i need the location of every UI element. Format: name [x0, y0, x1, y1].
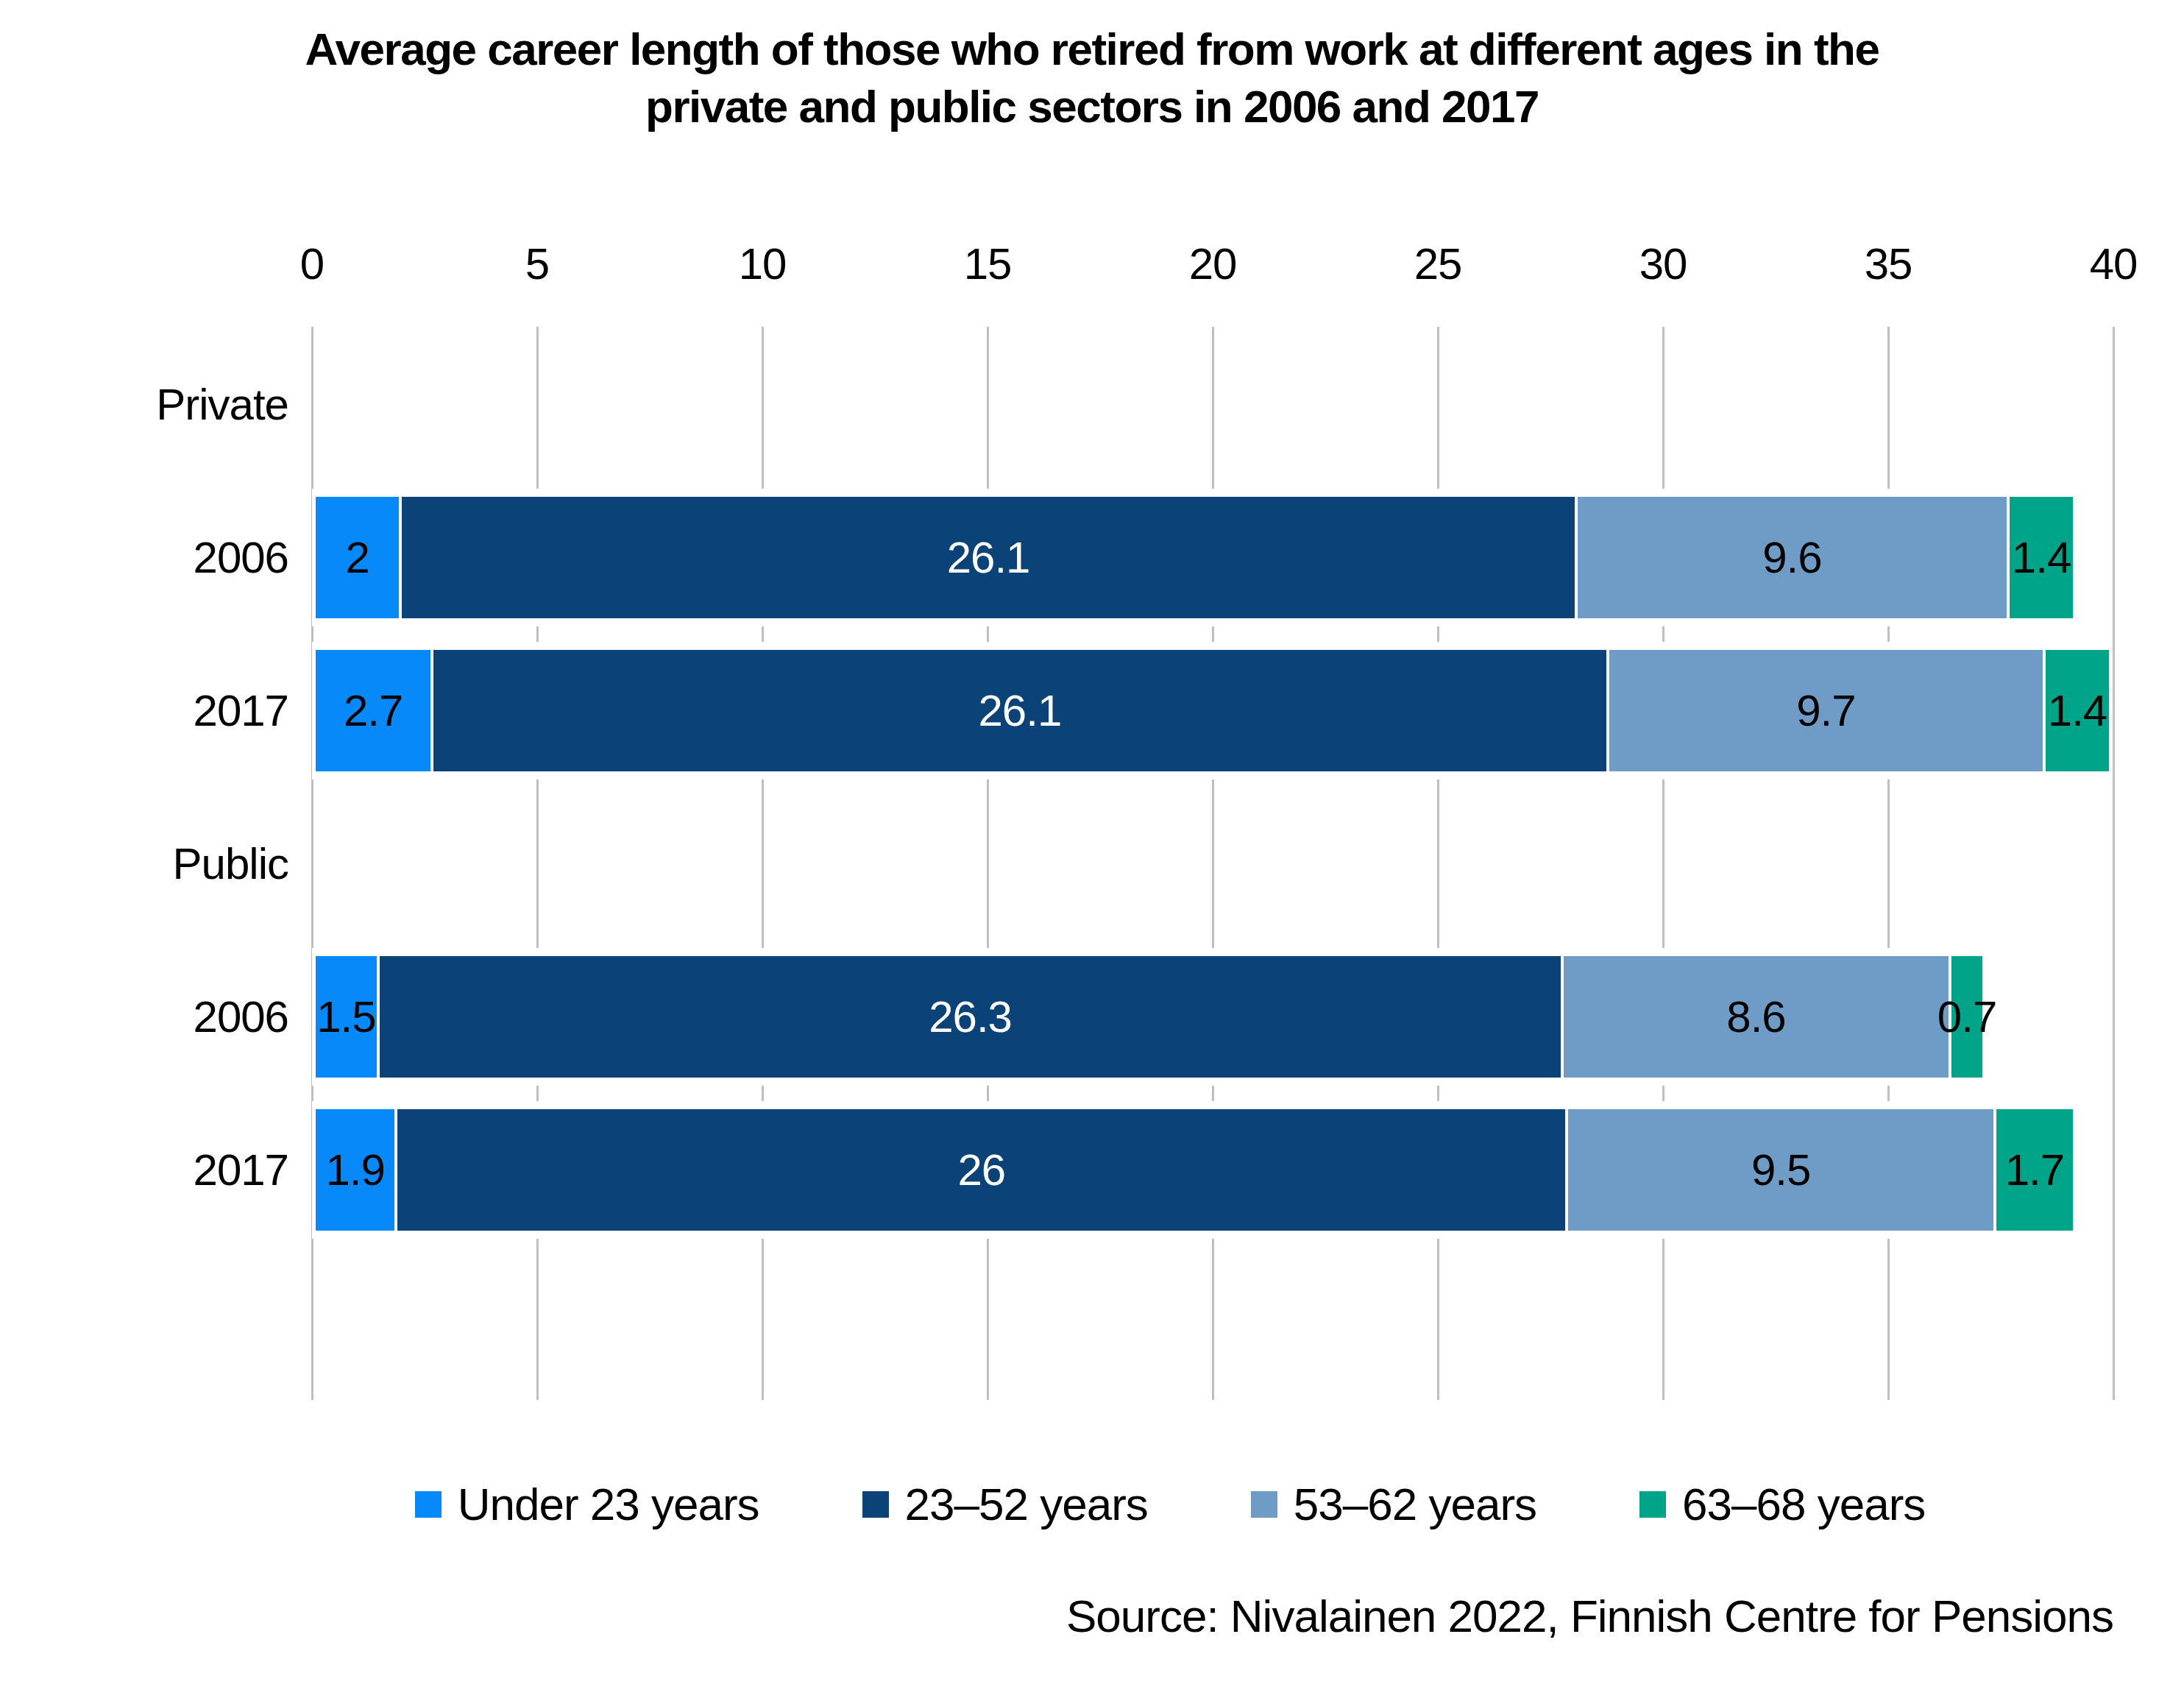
bar-segment-under-23-years: 2.7 [312, 650, 433, 771]
segment-value-label: 9.5 [1751, 1148, 1810, 1192]
chart-title: Average career length of those who retir… [0, 21, 2184, 135]
x-tick-label-0: 0 [253, 234, 371, 293]
x-tick-label-10: 10 [703, 234, 821, 293]
chart-frame: Average career length of those who retir… [0, 0, 2184, 1687]
legend-swatch-icon [415, 1491, 442, 1518]
segment-value-label: 9.6 [1762, 536, 1821, 580]
segment-value-label: 2.7 [344, 689, 403, 733]
group-label-public: Public [0, 787, 288, 940]
legend-item-53-62-years: 53–62 years [1251, 1478, 1536, 1530]
row-label-private-2006: 2006 [0, 481, 288, 634]
bar-segment-23-52-years: 26 [397, 1109, 1568, 1231]
gridline-0 [311, 327, 313, 1400]
segment-value-label: 1.7 [2005, 1148, 2064, 1192]
legend-label: Under 23 years [458, 1478, 759, 1530]
row-label-public-2017: 2017 [0, 1093, 288, 1246]
bar-segment-63-68-years: 1.4 [2046, 650, 2109, 771]
bar-segment-under-23-years: 2 [312, 497, 402, 618]
bar-segment-63-68-years: 1.4 [2010, 497, 2073, 618]
legend-item-under-23-years: Under 23 years [415, 1478, 759, 1530]
bar-segment-23-52-years: 26.1 [402, 497, 1577, 618]
bar-row-public-2006: 1.5 26.3 8.6 0.7 [312, 948, 1982, 1086]
legend-label: 63–68 years [1682, 1478, 1925, 1530]
gridline-40 [2113, 327, 2115, 1400]
gridline-5 [536, 327, 539, 1400]
segment-value-label: 26.1 [979, 689, 1062, 733]
gridline-25 [1437, 327, 1439, 1400]
row-label-private-2017: 2017 [0, 634, 288, 787]
bar-segment-23-52-years: 26.3 [380, 956, 1564, 1078]
segment-value-label: 2 [346, 536, 369, 580]
x-tick-label-30: 30 [1604, 234, 1722, 293]
row-label-public-2006: 2006 [0, 940, 288, 1093]
stacked-bar: 1.9 26 9.5 1.7 [312, 1109, 2073, 1231]
segment-value-label: 26.3 [929, 995, 1012, 1039]
group-label-private: Private [0, 328, 288, 481]
segment-value-label: 1.5 [316, 995, 375, 1039]
segment-value-label: 1.4 [2012, 536, 2071, 580]
gridline-10 [762, 327, 764, 1400]
stacked-bar: 2.7 26.1 9.7 1.4 [312, 650, 2109, 771]
bar-segment-53-62-years: 9.7 [1609, 650, 2046, 771]
bar-segment-53-62-years: 9.5 [1568, 1109, 1996, 1231]
gridline-15 [987, 327, 989, 1400]
x-tick-label-40: 40 [2054, 234, 2172, 293]
chart-title-line2: private and public sectors in 2006 and 2… [0, 78, 2184, 135]
x-tick-label-20: 20 [1154, 234, 1272, 293]
segment-value-label: 26 [957, 1148, 1005, 1192]
legend: Under 23 years 23–52 years 53–62 years 63–6… [0, 1478, 2184, 1530]
gridline-35 [1887, 327, 1890, 1400]
bar-segment-53-62-years: 8.6 [1564, 956, 1951, 1078]
bar-row-private-2017: 2.7 26.1 9.7 1.4 [312, 642, 2109, 779]
segment-value-label: 8.6 [1726, 995, 1785, 1039]
legend-item-63-68-years: 63–68 years [1639, 1478, 1925, 1530]
bar-segment-under-23-years: 1.9 [312, 1109, 397, 1231]
bar-segment-under-23-years: 1.5 [312, 956, 380, 1078]
chart-title-line1: Average career length of those who retir… [0, 21, 2184, 78]
bar-row-private-2006: 2 26.1 9.6 1.4 [312, 489, 2073, 626]
segment-value-label: 0.7 [1937, 995, 1996, 1039]
segment-value-label: 1.4 [2048, 689, 2107, 733]
stacked-bar: 2 26.1 9.6 1.4 [312, 497, 2073, 618]
bar-segment-63-68-years: 1.7 [1996, 1109, 2073, 1231]
x-tick-label-35: 35 [1829, 234, 1947, 293]
segment-value-label: 9.7 [1796, 689, 1855, 733]
bar-segment-63-68-years: 0.7 [1951, 956, 1983, 1078]
legend-item-23-52-years: 23–52 years [862, 1478, 1148, 1530]
segment-value-label: 1.9 [325, 1148, 384, 1192]
gridline-20 [1212, 327, 1214, 1400]
segment-value-label: 26.1 [947, 536, 1030, 580]
x-tick-label-15: 15 [929, 234, 1046, 293]
legend-swatch-icon [862, 1491, 889, 1518]
bar-segment-53-62-years: 9.6 [1578, 497, 2010, 618]
legend-label: 23–52 years [905, 1478, 1148, 1530]
x-tick-label-25: 25 [1379, 234, 1497, 293]
legend-swatch-icon [1251, 1491, 1277, 1518]
stacked-bar: 1.5 26.3 8.6 0.7 [312, 956, 1982, 1078]
source-note: Source: Nivalainen 2022, Finnish Centre … [0, 1590, 2113, 1642]
legend-swatch-icon [1639, 1491, 1666, 1518]
x-tick-label-5: 5 [478, 234, 596, 293]
legend-label: 53–62 years [1294, 1478, 1536, 1530]
bar-row-public-2017: 1.9 26 9.5 1.7 [312, 1101, 2073, 1239]
gridline-30 [1662, 327, 1664, 1400]
bar-segment-23-52-years: 26.1 [433, 650, 1609, 771]
